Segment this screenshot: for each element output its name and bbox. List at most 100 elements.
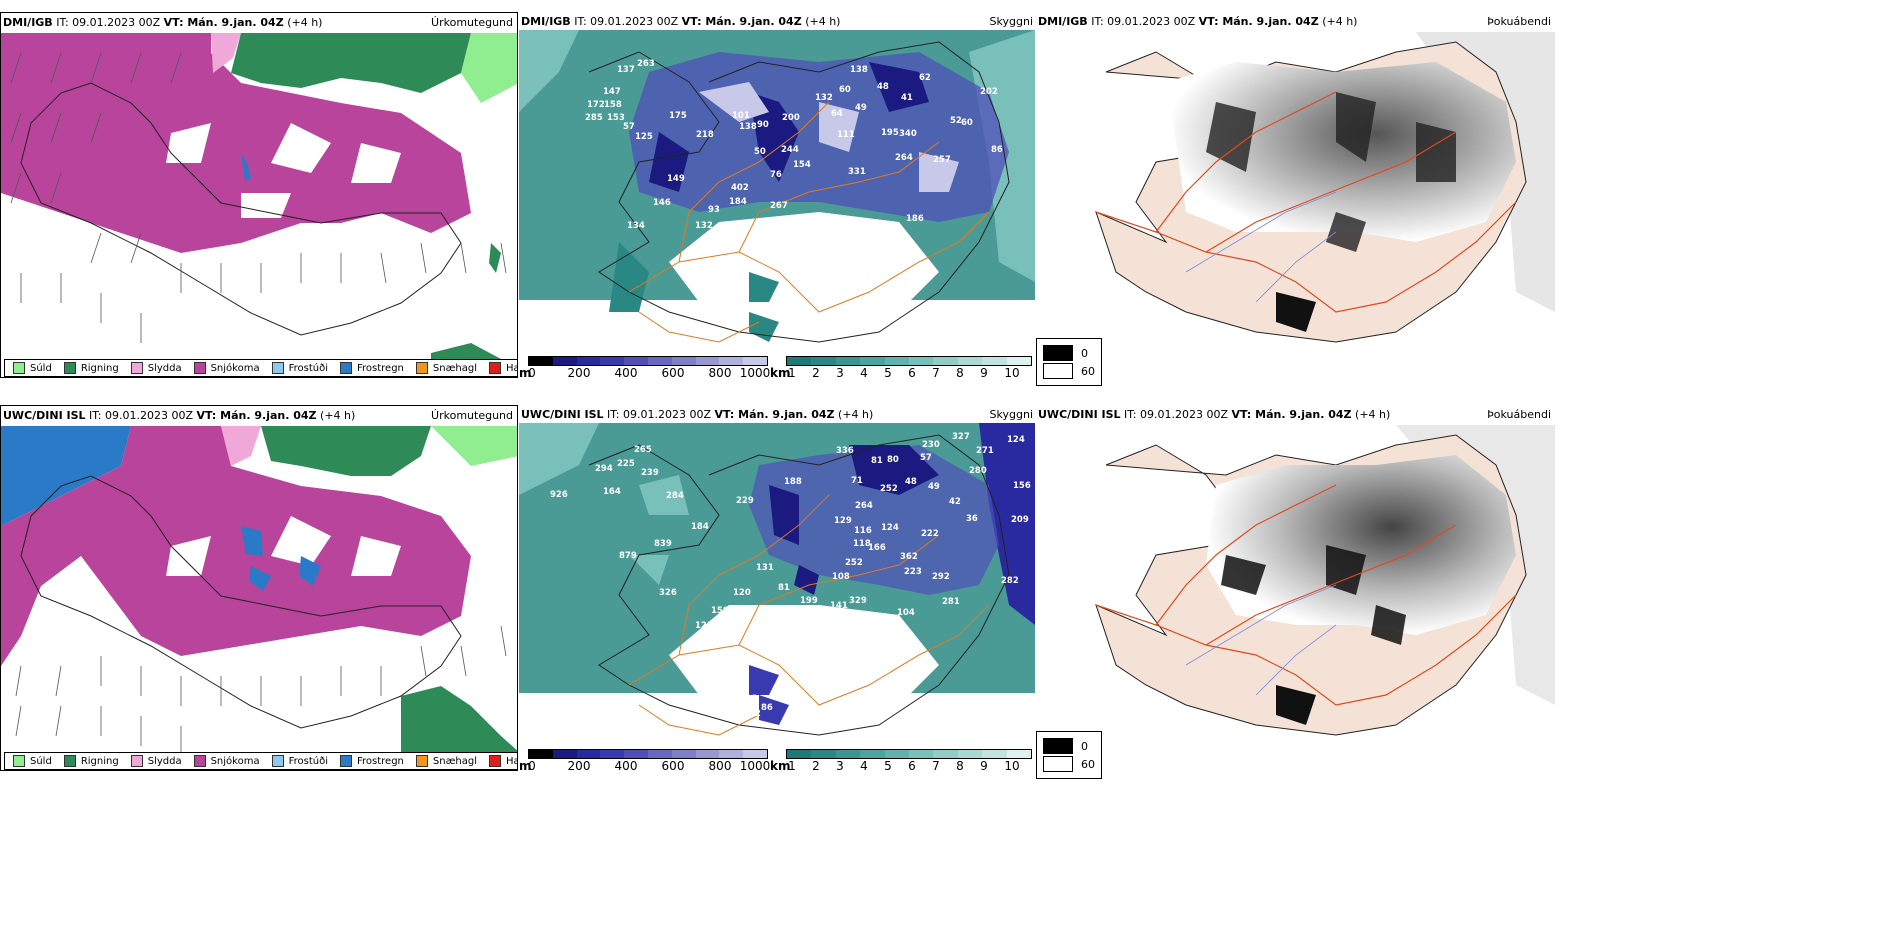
- lead-time: (+4 h): [805, 15, 841, 28]
- vis-label: 199: [800, 596, 818, 606]
- vis-label: 188: [784, 477, 802, 487]
- ceiling-tick: 1000: [739, 366, 771, 380]
- vis-label: 156: [1013, 481, 1031, 491]
- legend-item-sudl: Súld: [13, 755, 52, 767]
- valid-time: VT: Mán. 9.jan. 04Z: [196, 409, 317, 422]
- legend-item-slydda: Slydda: [130, 755, 182, 767]
- vis-label: 147: [603, 87, 621, 97]
- init-time: IT: 09.01.2023 00Z: [89, 409, 194, 422]
- vis-tick: 10: [1004, 759, 1020, 773]
- visibility-panel-1: 137 263 147 172 285 158 153 175 101 218 …: [519, 12, 1035, 378]
- vis-label: 267: [770, 201, 788, 211]
- vis-label: 36: [966, 514, 978, 524]
- legend-item-snjokoma: Snjókoma: [193, 362, 260, 374]
- precip-legend-2: Súld Rigning Slydda Snjókoma Frostúði Fr…: [4, 752, 517, 770]
- vis-label: 164: [603, 487, 621, 497]
- road-network: [628, 494, 990, 736]
- vis-label: 118: [853, 539, 871, 549]
- vis-label: 57: [920, 453, 932, 463]
- vis-label: 340: [899, 129, 917, 139]
- vis-label: 281: [942, 597, 960, 607]
- visibility-value-labels: 137 263 147 172 285 158 153 175 101 218 …: [585, 59, 1003, 244]
- vis-label: 229: [736, 496, 754, 506]
- ceiling-tick: 200: [567, 759, 591, 773]
- precip-legend-1: Súld Rigning Slydda Snjókoma Frostúði Fr…: [4, 359, 517, 377]
- vis-label: 52: [950, 116, 962, 126]
- vis-tick: 8: [956, 366, 964, 380]
- ceiling-tick: 800: [708, 366, 732, 380]
- vis-label: 76: [770, 170, 782, 180]
- vis-label: 265: [634, 445, 652, 455]
- legend-item-rigning: Rigning: [63, 755, 119, 767]
- wind-barbs: [10, 52, 507, 343]
- fog-panel-1: DMI/IGB IT: 09.01.2023 00Z VT: Mán. 9.ja…: [1036, 12, 1555, 378]
- vis-label: 331: [886, 234, 904, 244]
- vis-label: 184: [729, 197, 747, 207]
- vis-label: 57: [623, 122, 635, 132]
- vis-tick: 4: [860, 759, 868, 773]
- vis-label: 90: [757, 120, 769, 130]
- vis-label: 327: [952, 432, 970, 442]
- legend-item-slydda: Slydda: [130, 362, 182, 374]
- legend-item-frostudi: Frostúði: [271, 362, 328, 374]
- model-name: DMI/IGB: [521, 15, 571, 28]
- vis-label: 41: [901, 93, 913, 103]
- vis-label: 132: [815, 93, 833, 103]
- vis-label: 81: [871, 456, 883, 466]
- visibility-colorbar-swatches: [786, 749, 1032, 759]
- vis-label: 116: [854, 526, 872, 536]
- lead-time: (+4 h): [1355, 408, 1391, 421]
- lead-time: (+4 h): [838, 408, 874, 421]
- vis-label: 146: [653, 198, 671, 208]
- header-vis-2: UWC/DINI ISL IT: 09.01.2023 00Z VT: Mán.…: [521, 408, 873, 421]
- vis-label: 282: [1001, 576, 1019, 586]
- legend-item-frostregn: Frostregn: [340, 755, 404, 767]
- vis-label: 244: [781, 145, 799, 155]
- product-title: Þokuábendi: [1487, 408, 1551, 421]
- model-name: UWC/DINI ISL: [1038, 408, 1121, 421]
- ceiling-tick: 800: [708, 759, 732, 773]
- ceiling-tick: 600: [661, 366, 685, 380]
- visibility-panel-2: 265 294 225 239 284 926 164 230 327 271 …: [519, 405, 1035, 771]
- vis-label: 60: [961, 118, 973, 128]
- vis-label: 36: [745, 694, 757, 704]
- vis-label: 141: [830, 601, 848, 611]
- visibility-unit: km: [770, 759, 791, 773]
- vis-label: 124: [881, 523, 899, 533]
- valid-time: VT: Mán. 9.jan. 04Z: [1198, 15, 1319, 28]
- vis-label: 336: [836, 446, 854, 456]
- vis-label: 172: [587, 100, 605, 110]
- vis-tick: 3: [836, 366, 844, 380]
- init-time: IT: 09.01.2023 00Z: [1124, 408, 1229, 421]
- legend-item-snaehagl: Snæhagl: [415, 755, 477, 767]
- vis-label: 154: [793, 160, 811, 170]
- vis-label: 137: [756, 610, 774, 620]
- ceiling-tick: 200: [567, 366, 591, 380]
- vis-label: 62: [919, 73, 931, 83]
- vis-label: 108: [832, 572, 850, 582]
- ceiling-unit: m: [519, 366, 532, 380]
- vis-tick: 2: [812, 366, 820, 380]
- vis-label: 125: [635, 132, 653, 142]
- vis-label: 42: [949, 497, 961, 507]
- ceiling-tick: 600: [661, 759, 685, 773]
- ceiling-tick: 400: [614, 366, 638, 380]
- precip-panel-2: UWC/DINI ISL IT: 09.01.2023 00Z VT: Mán.…: [0, 405, 518, 771]
- precip-panel-1: DMI/IGB IT: 09.01.2023 00Z VT: Mán. 9.ja…: [0, 12, 518, 378]
- vis-label: 138: [850, 65, 868, 75]
- precip-map-1: [1, 33, 517, 377]
- vis-label: 239: [641, 468, 659, 478]
- vis-label: 209: [1011, 515, 1029, 525]
- header-fog-1: DMI/IGB IT: 09.01.2023 00Z VT: Mán. 9.ja…: [1038, 15, 1357, 28]
- visibility-map-1: 137 263 147 172 285 158 153 175 101 218 …: [519, 30, 1035, 343]
- river-lines: [1185, 584, 1337, 696]
- visibility-value-labels: 265 294 225 239 284 926 164 230 327 271 …: [550, 432, 1031, 719]
- vis-tick: 7: [932, 759, 940, 773]
- legend-item-frostregn: Frostregn: [340, 362, 404, 374]
- lead-time: (+4 h): [287, 16, 323, 29]
- vis-label: 102: [743, 709, 761, 719]
- vis-label: 230: [922, 440, 940, 450]
- model-name: UWC/DINI ISL: [3, 409, 86, 422]
- vis-label: 271: [976, 446, 994, 456]
- vis-label: 331: [848, 167, 866, 177]
